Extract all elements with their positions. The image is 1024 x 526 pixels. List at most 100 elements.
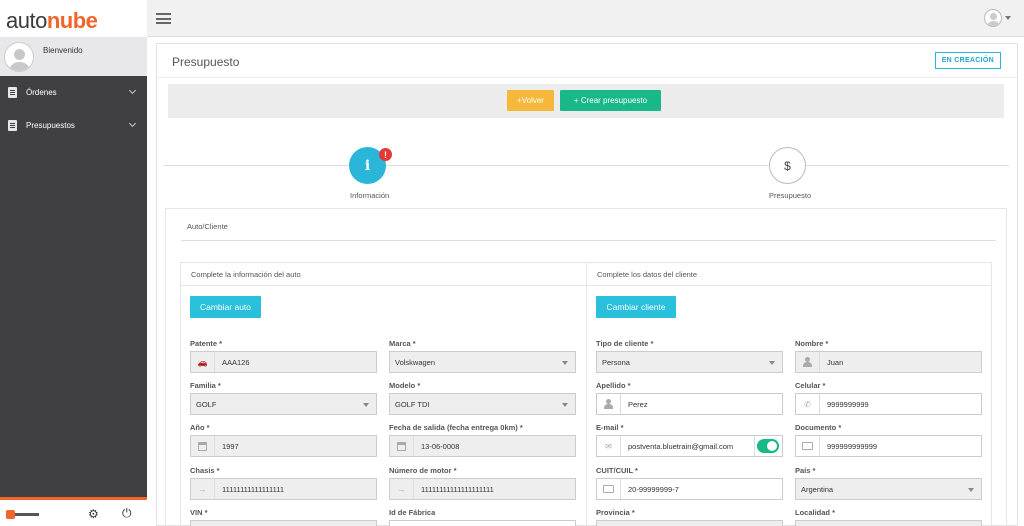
person-icon — [597, 394, 621, 414]
caret-down-icon — [769, 361, 775, 365]
pais-select[interactable]: Argentina — [795, 478, 982, 500]
pais-label: País * — [795, 466, 816, 475]
sidebar-item-label: Órdenes — [26, 88, 57, 97]
anio-field: 1997 — [190, 435, 377, 457]
patente-field: 🚗 AAA126 — [190, 351, 377, 373]
tab-auto-cliente[interactable]: Auto/Cliente — [187, 222, 228, 231]
familia-label: Familia * — [190, 381, 221, 390]
modelo-select: GOLF TDI — [389, 393, 576, 415]
change-car-button[interactable]: Cambiar auto — [190, 296, 261, 318]
welcome-text: Bienvenido — [43, 46, 83, 55]
caret-down-icon — [562, 361, 568, 365]
user-avatar-button[interactable] — [984, 9, 1002, 27]
sidebar: autonube Bienvenido Órdenes Presupuestos… — [0, 0, 147, 526]
chasis-field: → 11111111111111111 — [190, 478, 377, 500]
client-section: Complete los datos del cliente Cambiar c… — [586, 262, 992, 526]
email-label: E-mail * — [596, 423, 624, 432]
key-icon[interactable] — [6, 510, 40, 519]
caret-down-icon — [562, 403, 568, 407]
user-panel: Bienvenido — [0, 37, 147, 76]
clipboard-icon — [8, 87, 17, 98]
provincia-field[interactable] — [596, 520, 783, 526]
person-icon — [796, 352, 820, 372]
create-budget-button[interactable]: + Crear presupuesto — [560, 90, 661, 111]
nombre-field: Juan — [795, 351, 982, 373]
id-card-icon — [597, 479, 621, 499]
power-icon[interactable]: ⏻ — [122, 506, 132, 520]
cuit-label: CUIT/CUIL * — [596, 466, 638, 475]
nombre-label: Nombre * — [795, 339, 829, 348]
auto-section-header: Complete la información del auto — [181, 263, 586, 286]
main-panel: Presupuesto EN CREACIÓN +Volver + Crear … — [156, 43, 1018, 526]
invoice-icon[interactable]: $ — [769, 147, 806, 184]
vin-field — [190, 520, 377, 526]
back-button[interactable]: +Volver — [507, 90, 554, 111]
fecha-salida-field: 13-06-0008 — [389, 435, 576, 457]
caret-down-icon[interactable] — [1005, 16, 1011, 20]
sidebar-item-label: Presupuestos — [26, 121, 75, 130]
calendar-icon — [191, 436, 215, 456]
apellido-field[interactable]: Perez — [596, 393, 783, 415]
step-label-presupuesto: Presupuesto — [769, 191, 812, 200]
caret-down-icon — [363, 403, 369, 407]
tipo-cliente-label: Tipo de cliente * — [596, 339, 654, 348]
fecha-salida-label: Fecha de salida (fecha entrega 0km) * — [389, 423, 523, 432]
app-logo[interactable]: autonube — [0, 0, 147, 37]
gear-icon[interactable]: ⚙ — [88, 507, 99, 521]
calendar-icon — [390, 436, 414, 456]
caret-down-icon — [968, 488, 974, 492]
localidad-label: Localidad * — [795, 508, 836, 517]
sidebar-item-ordenes[interactable]: Órdenes — [0, 76, 147, 109]
patente-label: Patente * — [190, 339, 223, 348]
phone-icon: ✆ — [796, 394, 820, 414]
vin-label: VIN * — [190, 508, 208, 517]
documento-field[interactable]: 999999999999 — [795, 435, 982, 457]
motor-field: → 11111111111111111111 — [389, 478, 576, 500]
id-fabrica-label: Id de Fábrica — [389, 508, 436, 517]
marca-label: Marca * — [389, 339, 416, 348]
action-bar: +Volver + Crear presupuesto — [168, 84, 1004, 118]
avatar — [4, 42, 34, 72]
email-field[interactable]: ✉ postventa.bluetrain@gmail.com — [596, 435, 783, 457]
page-title: Presupuesto — [172, 55, 240, 69]
sidebar-item-presupuestos[interactable]: Presupuestos — [0, 109, 147, 142]
tipo-cliente-select: Persona — [596, 351, 783, 373]
alert-icon: ! — [379, 148, 392, 161]
familia-select: GOLF — [190, 393, 377, 415]
status-badge: EN CREACIÓN — [934, 52, 1001, 69]
divider — [157, 77, 1017, 78]
id-card-icon — [796, 436, 820, 456]
car-icon: 🚗 — [191, 352, 215, 372]
chasis-label: Chasis * — [190, 466, 220, 475]
chevron-down-icon — [128, 86, 137, 95]
motor-label: Número de motor * — [389, 466, 457, 475]
modelo-label: Modelo * — [389, 381, 421, 390]
celular-label: Celular * — [795, 381, 826, 390]
email-toggle[interactable] — [757, 439, 779, 453]
email-toggle-wrap — [754, 436, 782, 456]
chevron-down-icon — [128, 119, 137, 128]
invoice-icon — [8, 120, 17, 131]
change-client-button[interactable]: Cambiar cliente — [596, 296, 676, 318]
cuit-field[interactable]: 20-99999999-7 — [596, 478, 783, 500]
step-label-informacion: Información — [350, 191, 390, 200]
client-section-header: Complete los datos del cliente — [587, 263, 991, 286]
id-fabrica-field[interactable] — [389, 520, 576, 526]
apellido-label: Apellido * — [596, 381, 631, 390]
envelope-icon: ✉ — [597, 436, 621, 456]
localidad-field[interactable] — [795, 520, 982, 526]
celular-field[interactable]: ✆ 9999999999 — [795, 393, 982, 415]
marca-select: Volskwagen — [389, 351, 576, 373]
auto-section: Complete la información del auto Cambiar… — [180, 262, 587, 526]
top-bar — [147, 0, 1024, 37]
steps-line — [164, 165, 1009, 166]
tab-content: Auto/Cliente Complete la información del… — [165, 208, 1007, 526]
arrow-right-icon: → — [390, 479, 414, 499]
menu-toggle-icon[interactable] — [156, 13, 171, 24]
anio-label: Año * — [190, 423, 210, 432]
arrow-right-icon: → — [191, 479, 215, 499]
tab-underline — [181, 240, 996, 241]
sidebar-footer: ⚙ ⏻ — [0, 497, 147, 526]
documento-label: Documento * — [795, 423, 842, 432]
provincia-label: Provincia * — [596, 508, 635, 517]
